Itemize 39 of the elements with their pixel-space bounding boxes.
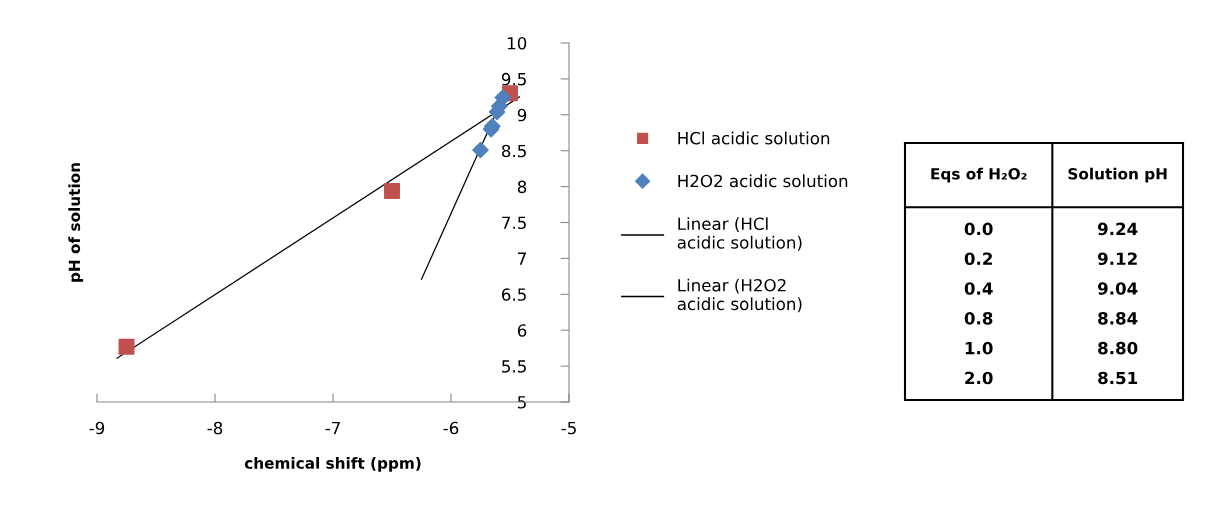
y-tick-label: 6 [517, 324, 527, 337]
text: 9.04 [1097, 282, 1138, 295]
y-tick-label: 7 [518, 252, 526, 265]
legend-label: HCl acidic solution [678, 131, 830, 145]
point [472, 141, 489, 159]
y-axis-title: pH of solution [68, 163, 84, 282]
y-tick-label: 9.5 [501, 72, 526, 86]
text: 0.8 [964, 312, 993, 325]
point [118, 338, 135, 355]
x-axis-title: chemical shift (ppm) [244, 457, 421, 472]
point [384, 182, 400, 199]
y-tick-label: 5 [518, 396, 526, 409]
text: 2.0 [965, 371, 993, 385]
text: 9.24 [1097, 222, 1138, 236]
x-tick-label: -8 [207, 421, 223, 435]
text: 8.51 [1098, 371, 1138, 385]
y-tick-label: 10 [507, 36, 527, 50]
y-tick-label: 5.5 [502, 360, 526, 373]
legend-label: Linear (HCl acidic solution) [677, 217, 802, 251]
text: 0.0 [964, 222, 993, 236]
y-tick-label: 7.5 [502, 216, 526, 230]
text: 0.2 [964, 252, 992, 266]
text: 8.84 [1098, 312, 1138, 325]
y-tick-label: 6.5 [501, 288, 526, 301]
y-tick-label: 8 [517, 180, 527, 194]
text: 8.80 [1098, 341, 1138, 355]
y-tick-label: 9 [517, 108, 527, 122]
legend-label: Linear (H2O2 acidic solution) [677, 278, 802, 313]
y-tick-label: 8.5 [501, 144, 526, 158]
x-tick-label: -9 [89, 421, 105, 435]
text: 9.12 [1097, 252, 1137, 266]
x-tick-label: -7 [325, 421, 340, 435]
text: Solution pH [1068, 167, 1167, 183]
text: Eqs of H₂O₂ [931, 167, 1027, 183]
legend-label: H2O2 acidic solution [678, 174, 848, 188]
text: 0.4 [964, 282, 993, 295]
x-tick-label: -6 [443, 421, 459, 435]
text: 1.0 [965, 341, 993, 355]
x-tick-label: -5 [561, 421, 576, 435]
